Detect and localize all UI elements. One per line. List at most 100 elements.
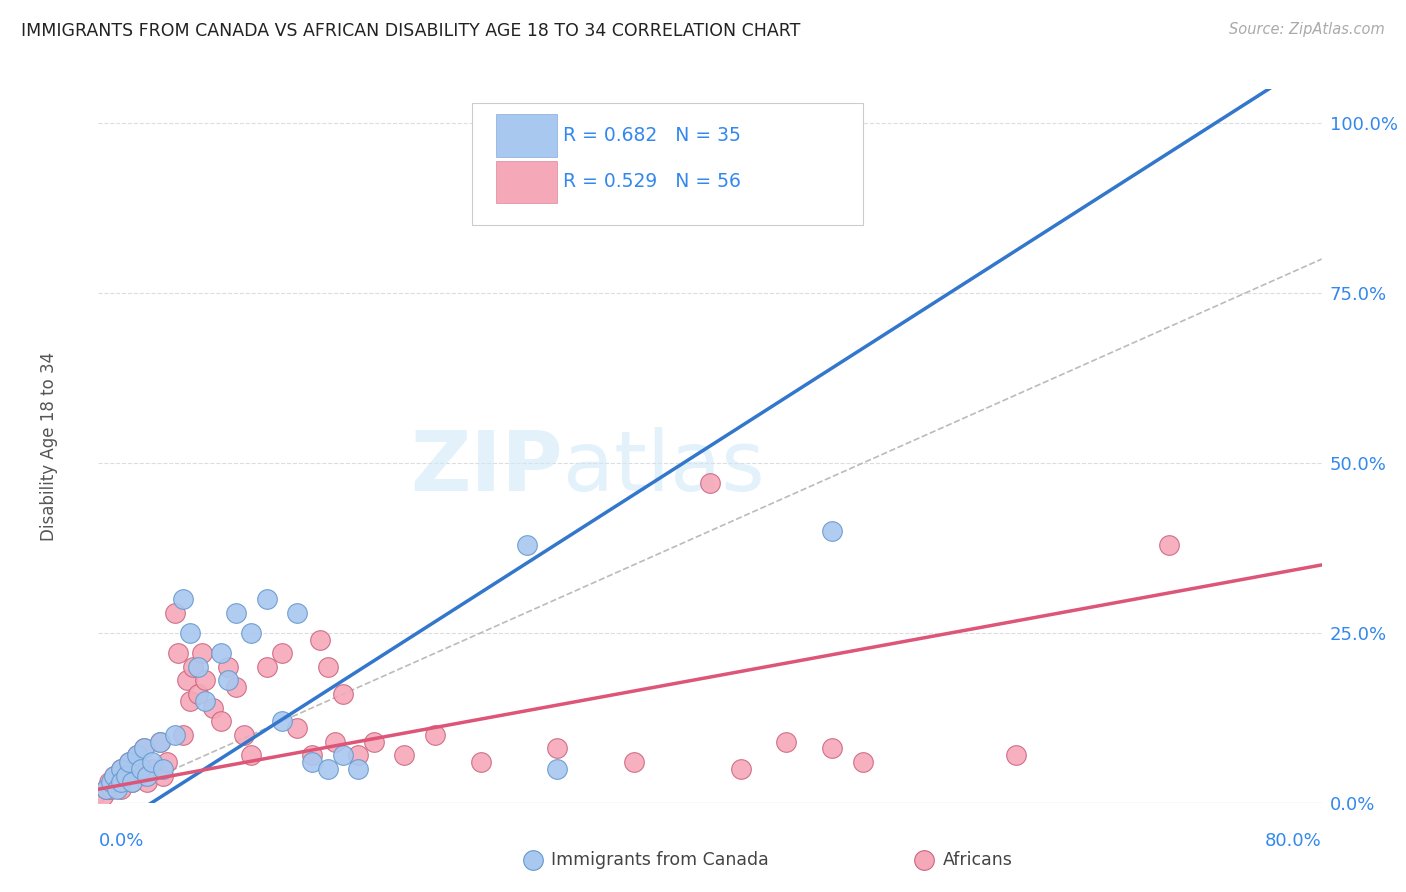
Point xyxy=(141,755,163,769)
Point xyxy=(110,762,132,776)
Point xyxy=(163,606,186,620)
Point xyxy=(225,680,247,694)
FancyBboxPatch shape xyxy=(496,114,557,157)
Point xyxy=(285,721,308,735)
Point xyxy=(110,782,132,797)
Point xyxy=(423,728,446,742)
Point xyxy=(225,606,247,620)
Point xyxy=(285,606,308,620)
Point xyxy=(1119,850,1142,864)
Point xyxy=(94,782,117,797)
Point xyxy=(775,734,797,748)
Text: R = 0.529   N = 56: R = 0.529 N = 56 xyxy=(564,172,741,192)
Point xyxy=(240,626,263,640)
Point xyxy=(105,775,128,789)
Text: ZIP: ZIP xyxy=(411,427,564,508)
Point xyxy=(103,769,125,783)
Point xyxy=(194,673,217,688)
Point xyxy=(392,748,416,763)
Point xyxy=(209,646,232,660)
Point xyxy=(125,748,148,763)
Point xyxy=(136,769,159,783)
Point xyxy=(176,673,198,688)
FancyBboxPatch shape xyxy=(496,161,557,203)
Point xyxy=(121,775,143,789)
Point xyxy=(149,734,172,748)
Point xyxy=(821,524,844,538)
Point xyxy=(181,660,204,674)
Point xyxy=(179,626,201,640)
Point xyxy=(152,769,174,783)
Point xyxy=(136,775,159,789)
Point xyxy=(129,769,152,783)
Point xyxy=(623,755,645,769)
Point xyxy=(270,714,292,729)
Point xyxy=(103,769,125,783)
Point xyxy=(852,755,875,769)
Point xyxy=(316,762,339,776)
Point xyxy=(156,755,179,769)
Text: Africans: Africans xyxy=(942,851,1012,869)
Text: 0.0%: 0.0% xyxy=(98,831,143,849)
Point xyxy=(105,782,128,797)
Text: IMMIGRANTS FROM CANADA VS AFRICAN DISABILITY AGE 18 TO 34 CORRELATION CHART: IMMIGRANTS FROM CANADA VS AFRICAN DISABI… xyxy=(21,22,800,40)
Point xyxy=(110,762,132,776)
Point xyxy=(217,660,239,674)
Point xyxy=(179,694,201,708)
Point xyxy=(332,748,354,763)
Point xyxy=(217,673,239,688)
Text: 80.0%: 80.0% xyxy=(1265,831,1322,849)
Point xyxy=(347,762,370,776)
Point xyxy=(115,769,138,783)
Text: Disability Age 18 to 34: Disability Age 18 to 34 xyxy=(41,351,59,541)
Point xyxy=(270,646,292,660)
Point xyxy=(167,646,190,660)
Point xyxy=(118,755,141,769)
Point xyxy=(172,591,194,606)
Point xyxy=(134,741,156,756)
Point xyxy=(152,762,174,776)
Point xyxy=(187,687,209,701)
Point xyxy=(301,748,323,763)
Point xyxy=(232,728,254,742)
Point xyxy=(110,775,132,789)
Point xyxy=(125,748,148,763)
Point xyxy=(94,782,117,797)
Point xyxy=(100,782,122,797)
Point xyxy=(347,748,370,763)
Point xyxy=(1004,748,1026,763)
Point xyxy=(699,476,721,491)
Point xyxy=(256,660,278,674)
Point xyxy=(301,755,323,769)
FancyBboxPatch shape xyxy=(471,103,863,225)
Point xyxy=(91,789,114,803)
Point xyxy=(470,755,492,769)
Point xyxy=(149,734,172,748)
Point xyxy=(730,762,752,776)
Point xyxy=(309,632,332,647)
Text: atlas: atlas xyxy=(564,427,765,508)
Point xyxy=(134,741,156,756)
Point xyxy=(332,687,354,701)
Point xyxy=(316,660,339,674)
Point xyxy=(546,762,568,776)
Point xyxy=(202,700,225,714)
Point xyxy=(194,694,217,708)
Point xyxy=(821,741,844,756)
Point xyxy=(240,748,263,763)
Point xyxy=(129,762,152,776)
Point xyxy=(118,755,141,769)
Point xyxy=(115,769,138,783)
Point xyxy=(516,537,538,551)
Point xyxy=(141,762,163,776)
Point xyxy=(630,850,652,864)
Point xyxy=(1157,537,1180,551)
Point xyxy=(363,734,385,748)
Point xyxy=(172,728,194,742)
Point xyxy=(100,775,122,789)
Point xyxy=(325,734,347,748)
Text: Immigrants from Canada: Immigrants from Canada xyxy=(551,851,769,869)
Text: R = 0.682   N = 35: R = 0.682 N = 35 xyxy=(564,126,741,145)
Point xyxy=(121,775,143,789)
Point xyxy=(98,775,121,789)
